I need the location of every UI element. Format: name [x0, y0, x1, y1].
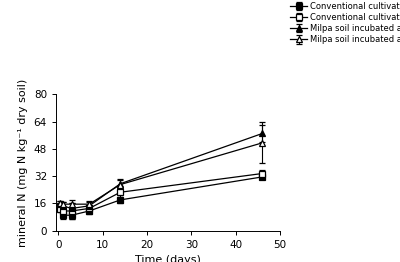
Legend:  — [388, 7, 392, 10]
Y-axis label: mineral N (mg N kg⁻¹ dry soil): mineral N (mg N kg⁻¹ dry soil) — [18, 78, 28, 247]
X-axis label: Time (days): Time (days) — [135, 255, 201, 262]
Legend: Conventional cultivated incubated at 5% field capacity, Conventional cultivated : Conventional cultivated incubated at 5% … — [289, 1, 400, 46]
